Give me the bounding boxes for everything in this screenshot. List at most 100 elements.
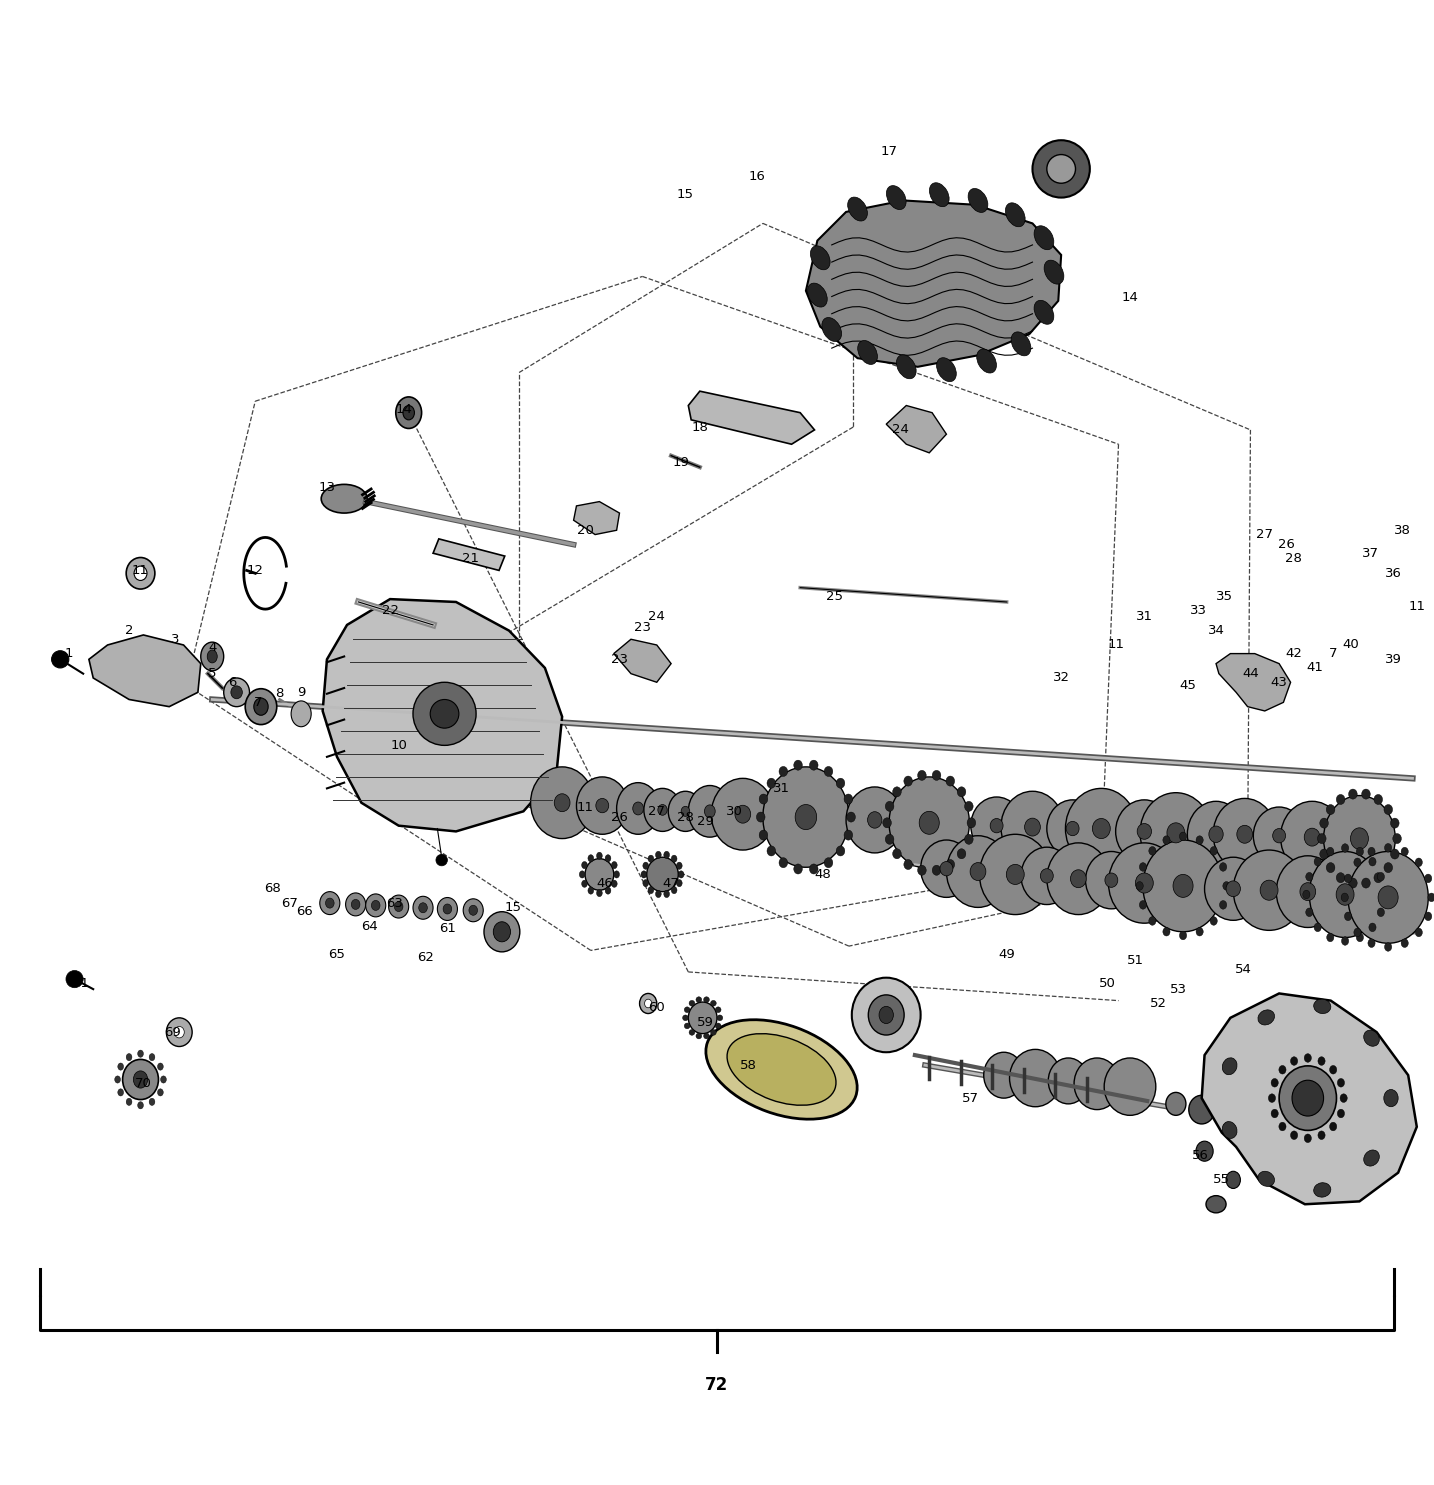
Ellipse shape <box>1136 882 1143 890</box>
Ellipse shape <box>683 1014 688 1020</box>
Text: 33: 33 <box>1190 604 1207 618</box>
Ellipse shape <box>413 897 433 919</box>
Ellipse shape <box>1196 1140 1213 1161</box>
Ellipse shape <box>1222 1121 1238 1139</box>
Ellipse shape <box>483 912 519 952</box>
Text: 2: 2 <box>125 624 133 637</box>
Ellipse shape <box>1345 912 1352 921</box>
Ellipse shape <box>971 863 987 881</box>
Text: 71: 71 <box>73 977 90 990</box>
Ellipse shape <box>885 802 893 811</box>
Text: 32: 32 <box>1053 671 1070 685</box>
Ellipse shape <box>1140 900 1147 909</box>
Ellipse shape <box>123 1059 159 1099</box>
Ellipse shape <box>1377 907 1384 916</box>
Ellipse shape <box>1136 873 1153 892</box>
Ellipse shape <box>883 818 892 827</box>
Ellipse shape <box>1140 793 1212 873</box>
Text: 63: 63 <box>386 897 403 910</box>
Ellipse shape <box>1196 928 1203 936</box>
Text: 11: 11 <box>576 800 594 814</box>
Ellipse shape <box>1271 1078 1278 1087</box>
Circle shape <box>413 682 476 745</box>
Ellipse shape <box>1318 833 1326 843</box>
Text: 18: 18 <box>691 420 708 434</box>
Ellipse shape <box>1179 832 1187 841</box>
Ellipse shape <box>597 852 602 860</box>
Ellipse shape <box>1329 1123 1336 1130</box>
Text: 69: 69 <box>163 1026 181 1038</box>
Ellipse shape <box>921 841 972 897</box>
Ellipse shape <box>1338 1109 1345 1118</box>
Ellipse shape <box>1116 800 1173 863</box>
Ellipse shape <box>1093 818 1110 839</box>
Text: 13: 13 <box>318 481 336 493</box>
Ellipse shape <box>1314 999 1331 1014</box>
Ellipse shape <box>822 318 842 342</box>
Text: 12: 12 <box>247 564 264 576</box>
Ellipse shape <box>1010 1050 1061 1106</box>
Ellipse shape <box>704 1034 710 1040</box>
Ellipse shape <box>1326 933 1334 941</box>
Ellipse shape <box>644 999 651 1008</box>
Ellipse shape <box>958 787 967 797</box>
Ellipse shape <box>1166 1093 1186 1115</box>
Ellipse shape <box>1001 792 1064 863</box>
Text: 59: 59 <box>697 1016 714 1029</box>
Text: 14: 14 <box>396 404 413 416</box>
Text: 55: 55 <box>1213 1173 1230 1187</box>
Ellipse shape <box>869 995 903 1035</box>
Ellipse shape <box>1005 203 1025 227</box>
Text: 3: 3 <box>171 633 179 646</box>
Ellipse shape <box>1339 1094 1348 1102</box>
Ellipse shape <box>1380 890 1388 898</box>
Ellipse shape <box>555 794 569 812</box>
Text: 38: 38 <box>1394 524 1411 536</box>
Ellipse shape <box>965 835 974 845</box>
Ellipse shape <box>1258 1172 1275 1187</box>
Polygon shape <box>433 539 505 570</box>
Ellipse shape <box>1384 863 1392 873</box>
Text: 11: 11 <box>132 564 149 576</box>
Ellipse shape <box>469 906 478 915</box>
Ellipse shape <box>1044 260 1064 284</box>
Ellipse shape <box>1336 873 1345 882</box>
Ellipse shape <box>1217 1102 1235 1123</box>
Ellipse shape <box>845 830 853 841</box>
Ellipse shape <box>1067 821 1078 836</box>
Ellipse shape <box>896 355 916 379</box>
Text: 70: 70 <box>135 1077 152 1090</box>
Ellipse shape <box>1070 870 1086 888</box>
Ellipse shape <box>677 879 683 887</box>
Ellipse shape <box>1357 933 1364 941</box>
Text: 14: 14 <box>1121 291 1139 304</box>
Text: 23: 23 <box>634 621 651 634</box>
Ellipse shape <box>736 805 751 823</box>
Ellipse shape <box>1338 1078 1345 1087</box>
Ellipse shape <box>597 799 608 812</box>
Text: 17: 17 <box>880 146 898 159</box>
Ellipse shape <box>1329 1065 1336 1074</box>
Ellipse shape <box>1369 857 1377 866</box>
Ellipse shape <box>1348 851 1428 943</box>
Ellipse shape <box>810 247 830 270</box>
Ellipse shape <box>419 903 427 913</box>
Polygon shape <box>323 598 562 832</box>
Ellipse shape <box>1368 848 1375 855</box>
Ellipse shape <box>641 870 647 878</box>
Ellipse shape <box>1336 794 1345 805</box>
Ellipse shape <box>668 792 703 832</box>
Ellipse shape <box>1424 875 1431 882</box>
Ellipse shape <box>1236 826 1253 843</box>
Ellipse shape <box>967 818 975 827</box>
Ellipse shape <box>224 679 250 707</box>
Ellipse shape <box>1024 818 1040 836</box>
Ellipse shape <box>1305 829 1319 846</box>
Ellipse shape <box>1219 900 1226 909</box>
Ellipse shape <box>1260 881 1278 900</box>
Ellipse shape <box>1226 881 1240 897</box>
Text: 66: 66 <box>295 906 313 918</box>
Ellipse shape <box>1348 878 1357 888</box>
Text: 22: 22 <box>381 604 399 618</box>
Ellipse shape <box>320 891 340 915</box>
